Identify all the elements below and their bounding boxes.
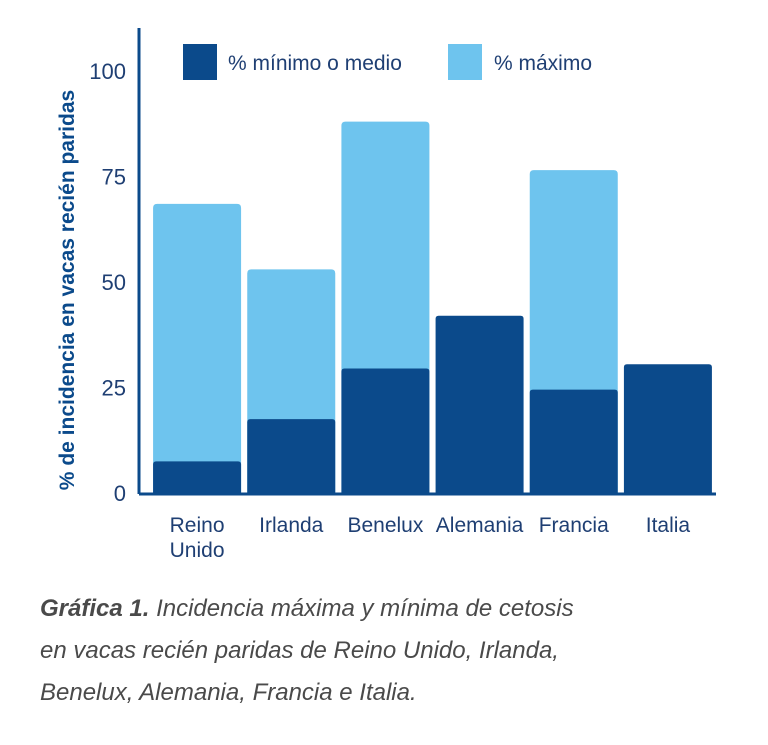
bar-min-2 (341, 368, 430, 493)
legend-swatch-max (448, 44, 482, 80)
caption-line-1: Incidencia máxima y mínima de cetosis (149, 595, 574, 622)
y-tick-labels: 0 25 50 75 100 (89, 59, 126, 506)
axes-layer (137, 28, 716, 496)
x-tick-label-4: Francia (539, 514, 609, 537)
y-tick-label-0: 0 (114, 481, 126, 506)
legend-swatch-min (183, 44, 217, 80)
bar-max-0 (153, 203, 242, 493)
caption-line-3: Benelux, Alemania, Francia e Italia. (40, 679, 417, 706)
x-tick-label-1: Irlanda (259, 514, 324, 537)
x-tick-label-0-1: Unido (170, 539, 225, 562)
x-tick-label-3: Alemania (436, 514, 524, 537)
y-tick-label-2: 50 (102, 270, 126, 295)
bar-min-1 (247, 419, 336, 493)
bar-min-4 (529, 389, 618, 493)
caption-line-2: en vacas recién paridas de Reino Unido, … (40, 637, 559, 664)
legend-label-max: % máximo (494, 52, 592, 75)
y-axis-label: % de incidencia en vacas recién paridas (56, 90, 79, 490)
legend-label-min: % mínimo o medio (228, 52, 402, 75)
y-tick-label-4: 100 (89, 59, 126, 84)
bar-min-3 (435, 315, 524, 493)
x-tick-label-5: Italia (646, 514, 691, 537)
bars-layer (153, 121, 712, 494)
caption-lead: Gráfica 1. (40, 595, 150, 622)
bar-min-0 (153, 461, 242, 493)
figure-caption: Gráfica 1. Incidencia máxima y mínima de… (40, 588, 740, 714)
y-tick-label-1: 25 (102, 376, 126, 401)
x-tick-label-2: Benelux (347, 514, 423, 537)
legend: % mínimo o medio % máximo (183, 44, 592, 80)
y-tick-label-3: 75 (102, 165, 126, 190)
x-tick-label-0-0: Reino (170, 514, 225, 537)
bar-min-5 (623, 364, 712, 493)
